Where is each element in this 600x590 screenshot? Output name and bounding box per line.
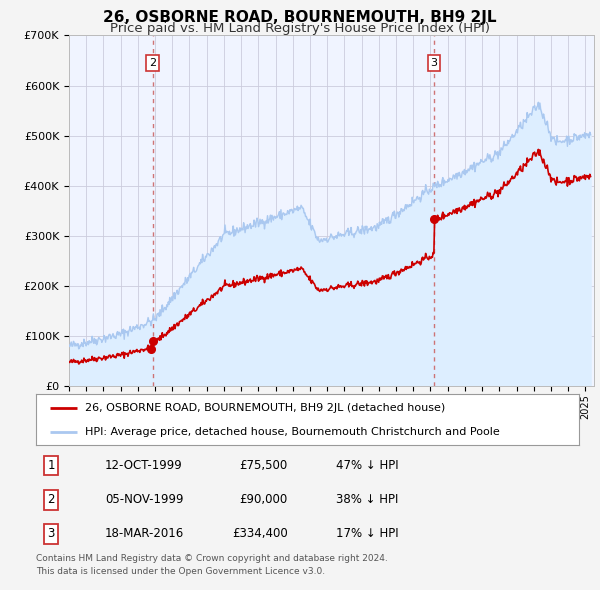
- Text: 05-NOV-1999: 05-NOV-1999: [105, 493, 184, 506]
- Text: Price paid vs. HM Land Registry's House Price Index (HPI): Price paid vs. HM Land Registry's House …: [110, 22, 490, 35]
- Text: £90,000: £90,000: [240, 493, 288, 506]
- Text: 2: 2: [47, 493, 55, 506]
- Text: 2: 2: [149, 58, 157, 68]
- Text: £75,500: £75,500: [240, 459, 288, 472]
- Text: 3: 3: [47, 527, 55, 540]
- Text: 3: 3: [431, 58, 437, 68]
- Text: 12-OCT-1999: 12-OCT-1999: [105, 459, 183, 472]
- Text: 47% ↓ HPI: 47% ↓ HPI: [336, 459, 398, 472]
- Text: 26, OSBORNE ROAD, BOURNEMOUTH, BH9 2JL: 26, OSBORNE ROAD, BOURNEMOUTH, BH9 2JL: [103, 10, 497, 25]
- Text: 26, OSBORNE ROAD, BOURNEMOUTH, BH9 2JL (detached house): 26, OSBORNE ROAD, BOURNEMOUTH, BH9 2JL (…: [85, 403, 445, 413]
- Text: HPI: Average price, detached house, Bournemouth Christchurch and Poole: HPI: Average price, detached house, Bour…: [85, 428, 500, 437]
- Text: 17% ↓ HPI: 17% ↓ HPI: [336, 527, 398, 540]
- Text: 1: 1: [47, 459, 55, 472]
- Text: 18-MAR-2016: 18-MAR-2016: [105, 527, 184, 540]
- Text: Contains HM Land Registry data © Crown copyright and database right 2024.: Contains HM Land Registry data © Crown c…: [36, 554, 388, 563]
- Text: This data is licensed under the Open Government Licence v3.0.: This data is licensed under the Open Gov…: [36, 567, 325, 576]
- Text: 38% ↓ HPI: 38% ↓ HPI: [336, 493, 398, 506]
- Text: £334,400: £334,400: [232, 527, 288, 540]
